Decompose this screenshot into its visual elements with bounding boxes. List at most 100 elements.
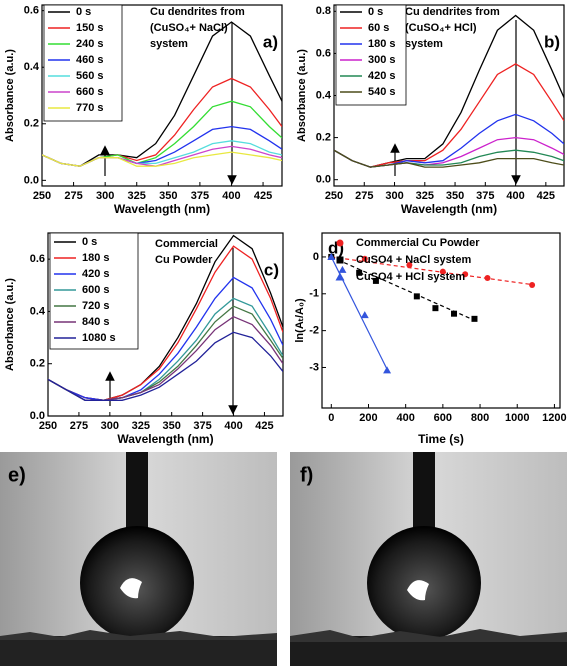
marker bbox=[451, 310, 458, 317]
legend-label: Commercial Cu Powder bbox=[356, 237, 480, 249]
y-tick-label: 0.4 bbox=[316, 89, 332, 101]
x-tick-label: 375 bbox=[476, 190, 494, 202]
photo-f: f) bbox=[290, 452, 567, 666]
x-tick-label: 300 bbox=[385, 190, 403, 202]
annotation: Cu dendrites from bbox=[405, 6, 500, 18]
x-axis-label: Wavelength (nm) bbox=[117, 432, 213, 446]
x-tick-label: 325 bbox=[416, 190, 434, 202]
x-tick-label: 350 bbox=[159, 190, 177, 202]
y-axis-label: Absorbance (a.u.) bbox=[4, 49, 16, 142]
x-tick-label: 425 bbox=[255, 420, 273, 432]
marker bbox=[372, 277, 379, 284]
spectrum-line bbox=[42, 151, 282, 167]
legend-box bbox=[43, 4, 123, 122]
y-tick-label: 0.8 bbox=[316, 5, 331, 17]
legend-label: 770 s bbox=[76, 102, 104, 114]
y-tick-label: 0.6 bbox=[24, 5, 39, 17]
marker bbox=[360, 311, 369, 319]
legend-label: 240 s bbox=[76, 38, 104, 50]
spectrum-line bbox=[48, 276, 283, 401]
legend-label: 0 s bbox=[82, 236, 97, 248]
photo-label: f) bbox=[300, 464, 313, 486]
marker bbox=[406, 262, 413, 269]
legend-label: 460 s bbox=[76, 54, 104, 66]
x-tick-label: 1200 bbox=[542, 412, 566, 424]
x-axis-label: Time (s) bbox=[418, 432, 464, 446]
spectrum-line bbox=[48, 331, 283, 401]
x-tick-label: 350 bbox=[163, 420, 181, 432]
panel-label: c) bbox=[264, 260, 279, 279]
y-tick-label: 0.6 bbox=[30, 253, 45, 265]
legend-marker bbox=[335, 272, 345, 281]
marker bbox=[471, 315, 478, 322]
x-tick-label: 400 bbox=[222, 190, 240, 202]
marker bbox=[361, 255, 368, 262]
marker bbox=[484, 274, 491, 281]
y-tick-label: 0.0 bbox=[316, 174, 331, 186]
legend-label: 720 s bbox=[82, 300, 110, 312]
spectrum-line bbox=[334, 149, 564, 168]
legend-label: 840 s bbox=[82, 316, 110, 328]
photo-label: e) bbox=[8, 464, 26, 486]
x-tick-label: 0 bbox=[328, 412, 334, 424]
y-tick-label: -1 bbox=[309, 288, 319, 300]
y-tick-label: 0.0 bbox=[24, 174, 39, 186]
legend-marker bbox=[336, 239, 344, 247]
legend-label: 560 s bbox=[76, 70, 104, 82]
panel: 0 200 400 600 800 1000 1200 -3 -2 -1 0 Time (s) ln(A… bbox=[294, 232, 567, 446]
x-tick-label: 250 bbox=[39, 420, 57, 432]
annotation: system bbox=[150, 38, 188, 50]
y-tick-label: 0.4 bbox=[30, 305, 46, 317]
legend-label: 420 s bbox=[368, 70, 396, 82]
y-tick-label: 0.4 bbox=[24, 61, 40, 73]
legend-label: 540 s bbox=[368, 86, 396, 98]
y-tick-label: -2 bbox=[309, 325, 319, 337]
x-tick-label: 300 bbox=[96, 190, 114, 202]
legend-label: 60 s bbox=[368, 22, 389, 34]
legend-label: 1080 s bbox=[82, 332, 116, 344]
marker bbox=[383, 366, 392, 374]
x-tick-label: 300 bbox=[101, 420, 119, 432]
y-tick-label: 0.2 bbox=[24, 118, 39, 130]
annotation: Commercial bbox=[155, 238, 218, 250]
x-tick-label: 375 bbox=[191, 190, 209, 202]
y-tick-label: 0.2 bbox=[316, 131, 331, 143]
y-tick-label: 0.6 bbox=[316, 47, 331, 59]
x-tick-label: 400 bbox=[396, 412, 414, 424]
panel: 250 275 300 325 350 375 400 425 0.0 0.2 0.4 0.6 Wave… bbox=[4, 4, 283, 216]
legend-label: 0 s bbox=[368, 6, 383, 18]
y-tick-label: 0.0 bbox=[30, 410, 45, 422]
annotation: Cu dendrites from bbox=[150, 6, 245, 18]
x-tick-label: 425 bbox=[254, 190, 272, 202]
marker bbox=[529, 281, 536, 288]
x-tick-label: 375 bbox=[193, 420, 211, 432]
spectrum-line bbox=[42, 125, 282, 167]
spectrum-line bbox=[42, 145, 282, 167]
x-tick-label: 250 bbox=[325, 190, 343, 202]
legend-label: 660 s bbox=[76, 86, 104, 98]
x-axis-label: Wavelength (nm) bbox=[401, 202, 497, 216]
legend-box bbox=[49, 232, 139, 350]
legend-label: 0 s bbox=[76, 6, 91, 18]
fit-line bbox=[331, 256, 475, 321]
legend-label: 150 s bbox=[76, 22, 104, 34]
photo-e: e) bbox=[0, 452, 277, 666]
y-axis-label: Absorbance (a.u.) bbox=[4, 278, 16, 371]
y-tick-label: -3 bbox=[309, 361, 319, 373]
x-tick-label: 250 bbox=[33, 190, 51, 202]
marker bbox=[462, 271, 469, 278]
panel-label: b) bbox=[544, 32, 560, 51]
legend-label: 300 s bbox=[368, 54, 396, 66]
panel: 250 275 300 325 350 375 400 425 0.0 0.2 0.4 0.6 Wave… bbox=[4, 232, 284, 446]
x-tick-label: 350 bbox=[446, 190, 464, 202]
marker bbox=[327, 252, 336, 260]
x-tick-label: 275 bbox=[64, 190, 82, 202]
x-tick-label: 400 bbox=[506, 190, 524, 202]
legend-label: 180 s bbox=[368, 38, 396, 50]
x-tick-label: 200 bbox=[359, 412, 377, 424]
x-tick-label: 600 bbox=[434, 412, 452, 424]
legend-label: 420 s bbox=[82, 268, 110, 280]
y-tick-label: 0 bbox=[313, 251, 319, 263]
x-tick-label: 275 bbox=[70, 420, 88, 432]
